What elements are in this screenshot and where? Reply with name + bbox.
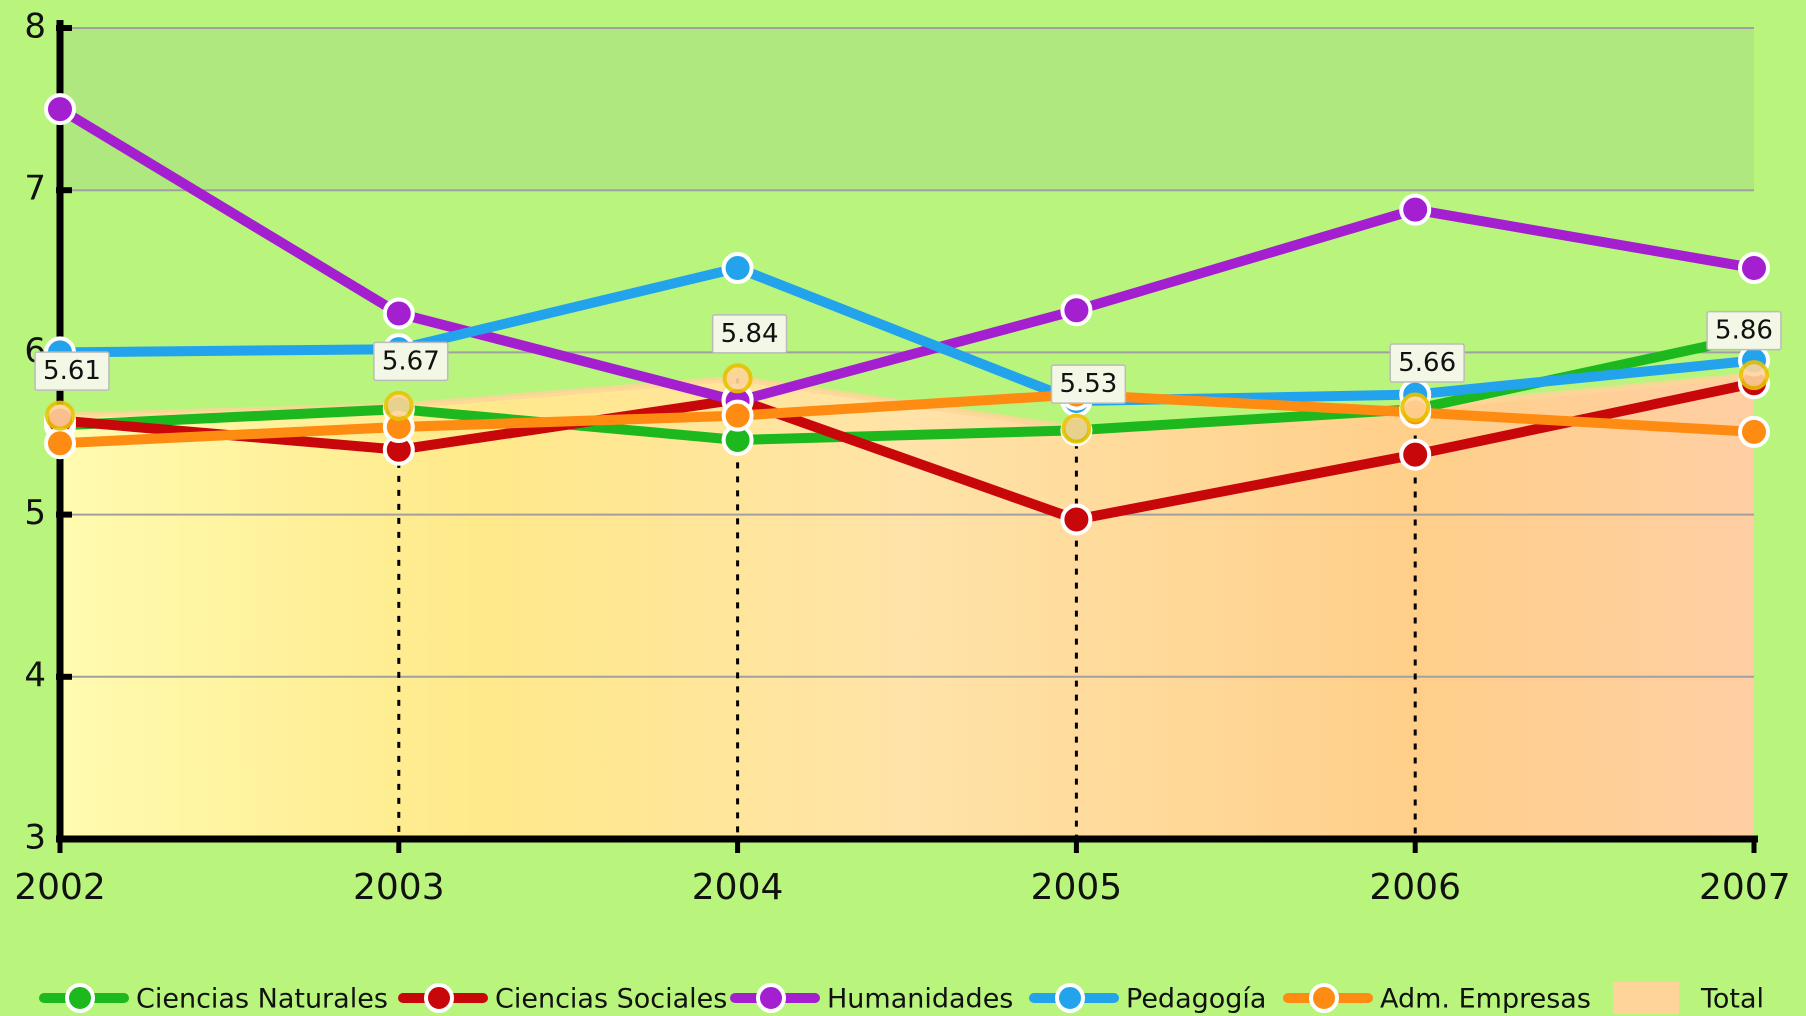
legend-label: Ciencias Sociales (495, 984, 727, 1015)
point (44, 93, 76, 126)
x-tick-label: 2007 (1699, 867, 1791, 908)
legend-marker (756, 983, 786, 1013)
legend-marker (1309, 983, 1339, 1013)
value-label-text: 5.66 (1398, 348, 1456, 378)
point (721, 252, 754, 285)
series-line (59, 331, 1756, 445)
point (1060, 503, 1093, 536)
point (1738, 252, 1770, 285)
value-label-text: 5.53 (1059, 369, 1117, 399)
legend-marker (1055, 983, 1085, 1013)
point (44, 427, 76, 460)
y-tick-label: 5 (24, 493, 46, 533)
point (722, 363, 753, 394)
value-label-box (1389, 343, 1465, 383)
point (1399, 193, 1432, 226)
legend-label: Ciencias Naturales (136, 984, 388, 1015)
value-label-text: 5.84 (721, 319, 779, 349)
point (45, 400, 75, 431)
value-label-text: 5.67 (382, 346, 440, 376)
legend-label: Total (1700, 984, 1764, 1015)
point (721, 399, 754, 432)
value-label-box (711, 314, 788, 354)
x-tick-label: 2006 (1369, 867, 1461, 908)
legend-marker (65, 983, 95, 1013)
band (60, 28, 1754, 191)
series-line (59, 378, 1756, 525)
point (1400, 392, 1431, 423)
value-label-box (1050, 364, 1127, 404)
x-tick-label: 2004 (692, 867, 784, 908)
legend-marker (424, 983, 454, 1013)
legend-label: Humanidades (827, 984, 1013, 1015)
series-line (59, 263, 1755, 407)
y-tick-label: 8 (24, 7, 46, 47)
legend-label: Pedagogía (1126, 984, 1266, 1015)
value-label: 5.84 (711, 314, 788, 354)
value-label: 5.61 (34, 351, 110, 391)
point (1060, 294, 1093, 327)
point (1738, 415, 1770, 448)
total-area (60, 375, 1754, 839)
value-label-text: 5.61 (43, 356, 101, 386)
value-label-text: 5.86 (1715, 316, 1773, 346)
y-tick-label: 7 (24, 169, 46, 209)
y-tick-label: 3 (24, 818, 46, 858)
x-tick-label: 2005 (1031, 867, 1123, 908)
value-label-box (373, 341, 449, 382)
point (1061, 413, 1092, 444)
series-line (59, 389, 1755, 449)
point (1399, 438, 1432, 471)
legend-label: Adm. Empresas (1380, 984, 1591, 1015)
point (383, 390, 414, 421)
y-tick-label: 4 (24, 655, 46, 695)
point (382, 297, 415, 330)
x-tick-label: 2003 (353, 867, 445, 908)
value-label-box (34, 351, 110, 391)
value-label: 5.66 (1389, 343, 1465, 383)
point (1739, 360, 1769, 391)
value-label: 5.53 (1050, 364, 1127, 404)
value-label: 5.86 (1706, 310, 1782, 351)
x-tick-label: 2002 (14, 867, 106, 908)
value-label-box (1706, 310, 1782, 351)
value-label: 5.67 (373, 341, 449, 382)
legend-swatch (1613, 982, 1679, 1014)
series-line (57, 104, 1755, 407)
